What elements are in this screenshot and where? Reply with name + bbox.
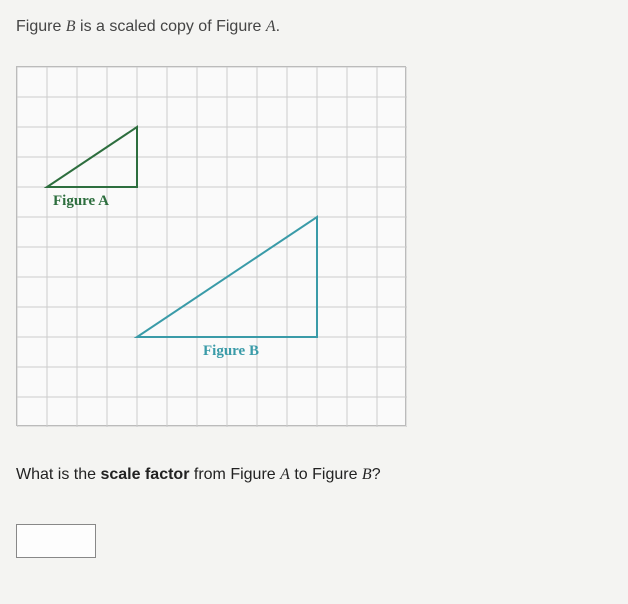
question-suffix: ? (372, 466, 381, 483)
figure-b-label: Figure B (203, 343, 259, 360)
instruction-prefix: Figure (16, 18, 66, 35)
instruction-suffix: . (276, 18, 280, 35)
diagram-grid: Figure A Figure B (16, 66, 406, 426)
instruction-text: Figure B is a scaled copy of Figure A. (16, 18, 612, 36)
figure-a-label: Figure A (53, 193, 109, 210)
instruction-figA: A (266, 18, 276, 35)
question-figB: B (362, 466, 372, 483)
grid-lines (17, 67, 407, 427)
instruction-figB: B (66, 18, 76, 35)
question-middle: from Figure (189, 466, 280, 483)
question-text: What is the scale factor from Figure A t… (16, 466, 612, 484)
question-figA: A (280, 466, 290, 483)
answer-input[interactable] (16, 524, 96, 558)
question-prefix: What is the (16, 466, 100, 483)
diagram-svg (17, 67, 407, 427)
instruction-middle: is a scaled copy of Figure (76, 18, 266, 35)
question-bold: scale factor (100, 466, 189, 483)
question-middle2: to Figure (290, 466, 362, 483)
